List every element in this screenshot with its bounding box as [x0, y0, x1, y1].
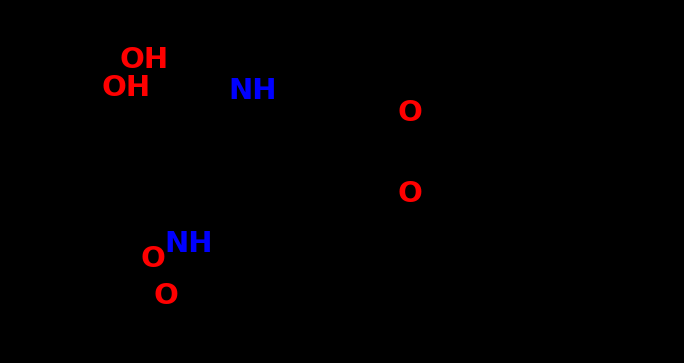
- Text: O: O: [398, 180, 423, 208]
- Text: OH: OH: [102, 74, 150, 102]
- Text: NH: NH: [164, 230, 213, 258]
- Text: OH: OH: [120, 46, 169, 74]
- Text: O: O: [140, 245, 165, 273]
- Text: O: O: [153, 282, 179, 310]
- Text: O: O: [398, 98, 423, 127]
- Text: NH: NH: [229, 77, 277, 105]
